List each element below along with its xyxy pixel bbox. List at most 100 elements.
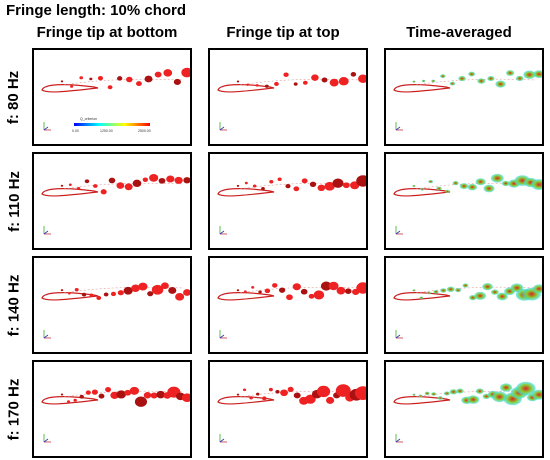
column-header-fringe-bottom: Fringe tip at bottom: [36, 24, 178, 41]
vortex-blob: [354, 386, 366, 400]
vortex-blob: [74, 288, 79, 292]
vortex-blob: [150, 392, 158, 399]
vortex-blob: [467, 395, 480, 404]
vortex-blob: [183, 177, 190, 184]
vortex-blob: [436, 186, 442, 191]
vortex-blob: [246, 83, 249, 86]
colorbar: Q_criterion 0.00 1250.00 2500.00: [72, 117, 151, 133]
vortex-blob: [477, 78, 486, 84]
vortex-blob: [449, 389, 458, 395]
airfoil-outline: [393, 396, 451, 405]
vortex-blob: [452, 180, 459, 186]
figure-title: Fringe length: 10% chord: [6, 2, 187, 19]
vortex-blob: [136, 81, 142, 87]
vortex-blob: [458, 75, 466, 82]
vortex-blob: [501, 180, 510, 187]
vortex-blob: [126, 76, 133, 83]
shear-layer: [239, 286, 361, 294]
vortex-blob: [166, 175, 175, 183]
airfoil-outline: [41, 292, 99, 301]
vortex-blob: [412, 184, 416, 188]
vortex-blob: [183, 289, 190, 296]
vortex-blob: [161, 282, 169, 290]
axis-triad: [43, 330, 51, 339]
vortex-blob: [275, 389, 280, 394]
vortex-blob: [236, 80, 240, 83]
vortex-blob: [98, 393, 105, 399]
row-label-140hz: f: 140 Hz: [5, 274, 23, 336]
vortex-blob: [244, 181, 248, 185]
vortex-blob: [316, 385, 331, 398]
vortex-blob: [490, 173, 504, 183]
panel-170hz-time-averaged: [384, 360, 544, 458]
vortex-blob: [345, 288, 352, 294]
axis-triad: [43, 122, 51, 131]
vortex-wake: [412, 173, 542, 194]
vortex-blob: [419, 296, 424, 300]
vortex-blob: [475, 178, 486, 186]
vortex-blob: [335, 384, 351, 397]
flow-visualization: [41, 282, 190, 339]
vortex-blob: [110, 291, 116, 297]
vortex-blob: [420, 187, 425, 191]
vortex-blob: [304, 394, 316, 404]
row-label-170hz: f: 170 Hz: [5, 378, 23, 440]
vortex-blob: [103, 292, 109, 297]
vortex-blob: [84, 179, 90, 184]
vortex-wake: [60, 67, 190, 90]
vortex-blob: [174, 176, 183, 184]
vortex-blob: [134, 396, 148, 407]
vortex-blob: [242, 388, 247, 392]
vortex-blob: [143, 392, 152, 399]
vortex-blob: [287, 386, 294, 392]
vortex-blob: [116, 182, 125, 189]
vortex-wake: [412, 283, 542, 301]
airfoil-outline: [217, 292, 275, 301]
vortex-blob: [264, 288, 271, 294]
vortex-blob: [515, 75, 524, 82]
vortex-blob: [283, 72, 289, 77]
colorbar-title: Q_criterion: [80, 117, 97, 121]
vortex-blob: [138, 282, 148, 291]
vortex-blob: [336, 286, 346, 295]
vortex-blob: [424, 391, 430, 396]
panel-80hz-fringe-top: [208, 48, 368, 146]
colorbar-tick-label: 2500.00: [138, 129, 151, 133]
vortex-blob: [431, 79, 436, 83]
vortex-blob: [285, 183, 291, 189]
vortex-blob: [433, 289, 439, 294]
shear-layer: [63, 78, 185, 86]
panel-80hz-time-averaged: [384, 48, 544, 146]
vortex-blob: [440, 74, 446, 79]
vortex-blob: [158, 177, 166, 184]
vortex-blob: [60, 393, 64, 396]
vortex-wake: [412, 381, 542, 406]
vortex-blob: [491, 391, 508, 403]
vortex-blob: [440, 288, 447, 293]
vortex-blob: [79, 76, 84, 80]
vortex-blob: [332, 178, 344, 188]
vortex-blob: [320, 281, 332, 291]
vortex-blob: [252, 184, 257, 188]
vortex-blob: [129, 386, 140, 395]
axis-triad: [395, 226, 403, 235]
vortex-blob: [474, 291, 487, 300]
vortex-blob: [495, 80, 506, 88]
vortex-blob: [73, 398, 77, 402]
vortex-blob: [60, 289, 64, 292]
vortex-blob: [292, 283, 301, 291]
panel-140hz-fringe-top: [208, 256, 368, 354]
vortex-wake: [236, 175, 366, 192]
airfoil-outline: [41, 84, 99, 93]
axis-triad: [219, 434, 227, 443]
axis-triad: [219, 330, 227, 339]
vortex-blob: [79, 394, 84, 399]
vortex-blob: [431, 392, 437, 396]
vortex-wake: [60, 386, 190, 407]
axis-triad: [395, 330, 403, 339]
flow-visualization: [393, 283, 542, 339]
vortex-blob: [249, 396, 253, 400]
axis-triad: [43, 226, 51, 235]
vortex-blob: [482, 283, 493, 291]
vortex-blob: [443, 391, 450, 396]
